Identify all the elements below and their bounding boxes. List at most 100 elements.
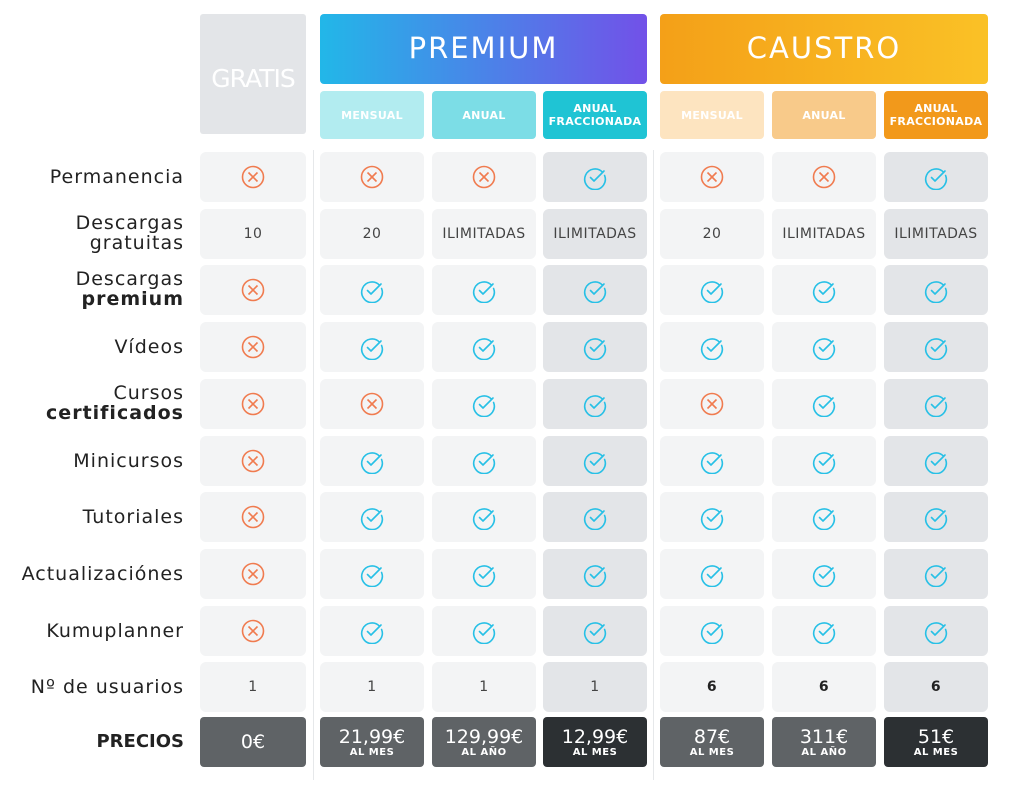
table-cell <box>660 436 764 486</box>
check-icon <box>924 452 948 474</box>
check-icon <box>472 338 496 360</box>
plan-title-gratis: GRATIS <box>211 64 295 93</box>
row-label: Cursos certificados <box>46 382 184 424</box>
price-amount: 12,99€ <box>561 725 629 748</box>
check-icon <box>812 565 836 587</box>
check-icon <box>360 452 384 474</box>
plan-title-caustro: CAUSTRO <box>746 31 902 65</box>
cell-value: 10 <box>243 226 263 242</box>
cross-icon <box>241 165 265 189</box>
row-label: Permanencia <box>49 166 184 188</box>
cell-value: 1 <box>479 679 489 695</box>
subheader-caustro-mensual: MENSUAL <box>660 91 764 139</box>
check-icon <box>700 565 724 587</box>
table-cell <box>660 492 764 542</box>
table-cell <box>320 606 424 656</box>
table-cell <box>320 379 424 429</box>
cross-icon <box>360 165 384 189</box>
table-cell <box>432 379 536 429</box>
price-period: AL AÑO <box>801 746 847 758</box>
cross-icon <box>812 165 836 189</box>
cross-icon <box>241 505 265 529</box>
table-cell: ILIMITADAS <box>543 209 647 259</box>
cross-icon <box>472 165 496 189</box>
column-divider <box>313 150 314 780</box>
price-box: 311€ AL AÑO <box>772 717 876 767</box>
cross-icon <box>241 278 265 302</box>
cross-icon <box>241 562 265 586</box>
check-icon <box>700 452 724 474</box>
table-cell <box>660 322 764 372</box>
table-cell <box>543 152 647 202</box>
subheader-caustro-anual: ANUAL <box>772 91 876 139</box>
check-icon <box>583 622 607 644</box>
table-cell: ILIMITADAS <box>772 209 876 259</box>
cross-icon <box>700 392 724 416</box>
cell-value: 1 <box>367 679 377 695</box>
check-icon <box>924 395 948 417</box>
table-cell <box>884 606 988 656</box>
row-label: Tutoriales <box>82 506 184 528</box>
table-cell: 1 <box>320 662 424 712</box>
row-label: Nº de usuarios <box>30 676 184 698</box>
price-box: 21,99€ AL MES <box>320 717 424 767</box>
cell-value: 20 <box>362 226 382 242</box>
table-cell <box>543 265 647 315</box>
table-cell <box>884 265 988 315</box>
check-icon <box>583 281 607 303</box>
cell-value: 20 <box>702 226 722 242</box>
table-cell <box>320 152 424 202</box>
check-icon <box>583 338 607 360</box>
table-cell: ILIMITADAS <box>884 209 988 259</box>
price-box: 51€ AL MES <box>884 717 988 767</box>
cell-value: ILIMITADAS <box>442 226 526 242</box>
table-cell <box>200 606 306 656</box>
table-cell <box>884 322 988 372</box>
table-cell <box>432 152 536 202</box>
table-cell <box>200 265 306 315</box>
cell-value: 6 <box>706 679 718 695</box>
check-icon <box>583 508 607 530</box>
table-cell <box>884 549 988 599</box>
price-box: 12,99€ AL MES <box>543 717 647 767</box>
cell-value: 6 <box>818 679 830 695</box>
price-period: AL MES <box>349 746 395 758</box>
table-cell <box>432 322 536 372</box>
table-cell <box>772 606 876 656</box>
table-cell <box>543 322 647 372</box>
check-icon <box>472 508 496 530</box>
table-cell: 20 <box>660 209 764 259</box>
check-icon <box>812 622 836 644</box>
check-icon <box>472 622 496 644</box>
plan-header-gratis: GRATIS <box>200 14 306 134</box>
check-icon <box>924 508 948 530</box>
check-icon <box>700 622 724 644</box>
subheader-premium-anual: ANUAL <box>432 91 536 139</box>
table-cell <box>772 322 876 372</box>
cell-value: 6 <box>930 679 942 695</box>
check-icon <box>583 168 607 190</box>
table-cell: 1 <box>543 662 647 712</box>
table-cell <box>660 152 764 202</box>
price-box: 87€ AL MES <box>660 717 764 767</box>
row-label: Actualizaciónes <box>21 563 184 585</box>
cross-icon <box>700 165 724 189</box>
table-cell <box>543 606 647 656</box>
table-cell <box>660 379 764 429</box>
row-label: Minicursos <box>73 450 184 472</box>
table-cell <box>772 265 876 315</box>
check-icon <box>812 338 836 360</box>
check-icon <box>583 395 607 417</box>
check-icon <box>700 338 724 360</box>
price-box: 129,99€ AL AÑO <box>432 717 536 767</box>
price-amount: 21,99€ <box>338 725 406 748</box>
table-cell <box>200 492 306 542</box>
check-icon <box>360 338 384 360</box>
table-cell <box>432 265 536 315</box>
subheader-caustro-anual-fraccionada: ANUAL FRACCIONADA <box>884 91 988 139</box>
table-cell <box>772 379 876 429</box>
check-icon <box>472 452 496 474</box>
table-cell <box>320 265 424 315</box>
table-cell <box>772 152 876 202</box>
table-cell: 6 <box>772 662 876 712</box>
